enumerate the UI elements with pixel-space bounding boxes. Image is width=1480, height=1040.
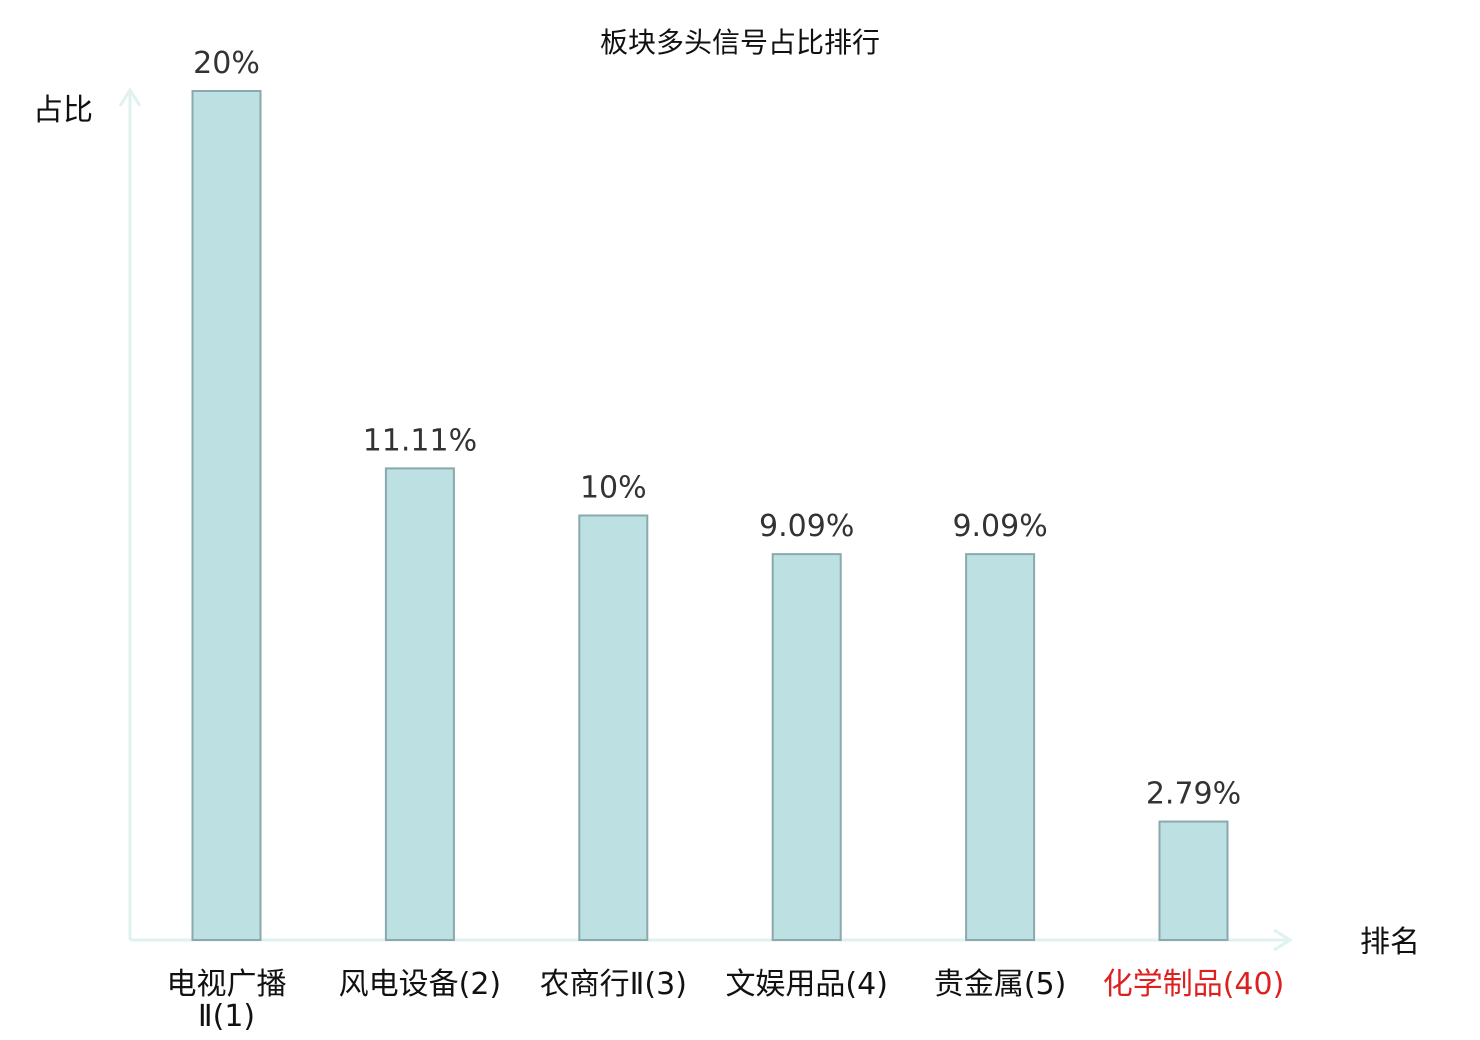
value-labels-group: 20% 11.11% 10% 9.09% 9.09% 2.79% bbox=[193, 46, 1241, 812]
x-axis-label: 排名 bbox=[1360, 925, 1420, 960]
bar bbox=[1158, 820, 1229, 942]
y-axis-arrow bbox=[118, 87, 142, 107]
bar bbox=[191, 90, 262, 941]
chart-title: 板块多头信号占比排行 bbox=[600, 26, 880, 59]
bar bbox=[384, 467, 455, 941]
axes bbox=[118, 87, 1293, 952]
category-label-line: 风电设备(2) bbox=[339, 967, 502, 1002]
category-label: 电视广播 Ⅱ(1) bbox=[167, 967, 287, 1034]
value-label: 9.09% bbox=[952, 509, 1047, 544]
bar bbox=[771, 553, 842, 942]
category-label: 文娱用品(4) bbox=[725, 967, 888, 1002]
category-label-line: 化学制品(40) bbox=[1103, 967, 1285, 1002]
value-label: 9.09% bbox=[759, 509, 854, 544]
value-label: 10% bbox=[580, 471, 647, 506]
x-axis-arrow bbox=[1273, 928, 1293, 952]
category-label-line: 电视广播 bbox=[167, 967, 287, 1002]
category-label: 化学制品(40) bbox=[1103, 967, 1285, 1002]
category-label-line: 文娱用品(4) bbox=[725, 967, 888, 1002]
value-label: 11.11% bbox=[363, 423, 477, 458]
category-label-line: 贵金属(5) bbox=[934, 967, 1067, 1002]
category-label-line: Ⅱ(1) bbox=[198, 999, 255, 1034]
bar bbox=[965, 553, 1036, 942]
category-label: 风电设备(2) bbox=[339, 967, 502, 1002]
category-labels-group: 电视广播 Ⅱ(1) 风电设备(2) 农商行Ⅱ(3) 文娱用品(4) 贵金属(5) 化学制品(… bbox=[167, 967, 1285, 1034]
value-label: 20% bbox=[193, 46, 260, 81]
bars-group bbox=[191, 90, 1229, 942]
category-label: 农商行Ⅱ(3) bbox=[540, 967, 687, 1002]
category-label: 贵金属(5) bbox=[934, 967, 1067, 1002]
y-axis-label: 占比 bbox=[33, 93, 93, 128]
value-label: 2.79% bbox=[1146, 777, 1241, 812]
bar bbox=[578, 514, 649, 941]
category-label-line: 农商行Ⅱ(3) bbox=[540, 967, 687, 1002]
